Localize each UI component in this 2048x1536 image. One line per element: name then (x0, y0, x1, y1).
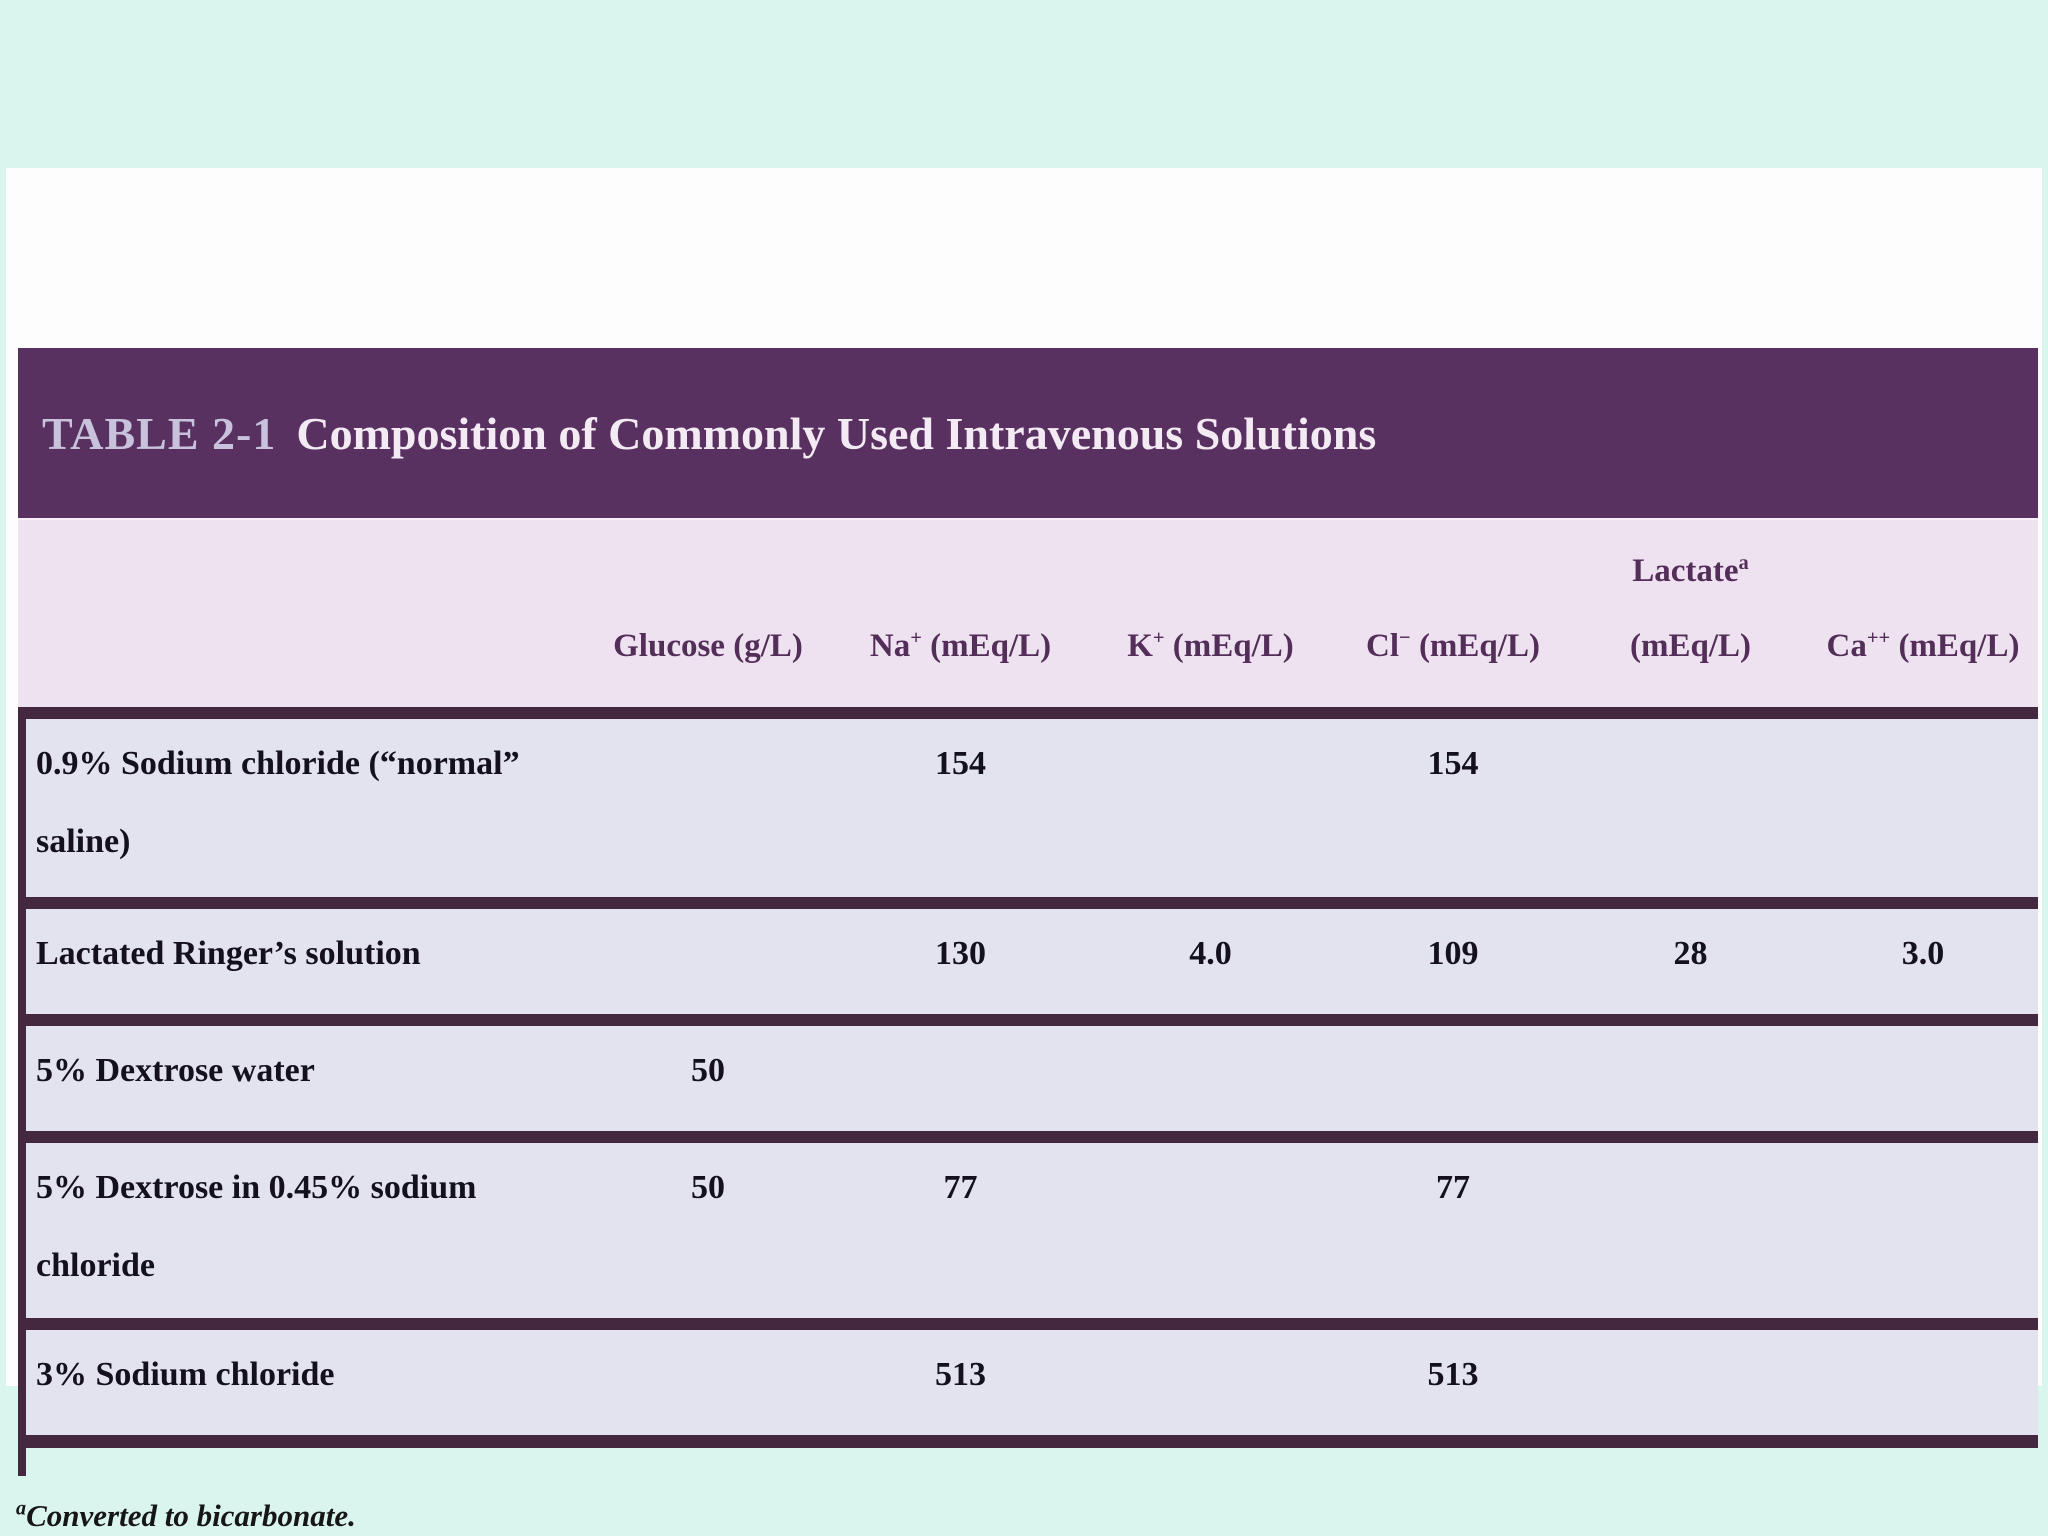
col-header-potassium-sup: + (1152, 627, 1165, 649)
table-row-normal-saline: 0.9% Sodium chloride (“normal” saline) 1… (18, 707, 2038, 903)
row-label-line1: 0.9% Sodium chloride (“normal” (36, 745, 520, 782)
cell-chloride: 154 (1333, 707, 1573, 903)
col-header-potassium-unit: (mEq/L) (1164, 628, 1294, 664)
col-header-lactate: Lactatea (mEq/L) (1573, 520, 1808, 713)
cell-chloride: 109 (1333, 897, 1573, 1020)
row-label: 5% Dextrose water (18, 1014, 583, 1137)
col-header-potassium-label: K (1127, 628, 1153, 664)
cell-lactate (1573, 1131, 1808, 1324)
table-row-hypertonic-saline: 3% Sodium chloride 513 513 (18, 1318, 2038, 1448)
table-number: TABLE 2-1 (42, 407, 277, 459)
table-body: 0.9% Sodium chloride (“normal” saline) 1… (18, 707, 2038, 1448)
table-title: Composition of Commonly Used Intravenous… (296, 407, 1377, 459)
cell-potassium (1088, 1014, 1333, 1137)
col-header-calcium-unit: (mEq/L) (1890, 628, 2020, 664)
footnote-text: Converted to bicarbonate. (26, 1498, 356, 1533)
cell-potassium (1088, 1131, 1333, 1324)
row-label-line1: 5% Dextrose water (36, 1052, 315, 1089)
cell-glucose: 50 (583, 1131, 833, 1324)
cell-sodium (833, 1014, 1088, 1137)
cell-glucose: 50 (583, 1014, 833, 1137)
row-label-line2: chloride (36, 1247, 155, 1284)
header-row: Glucose (g/L) Na+ (mEq/L) K+ (mEq/L) Cl−… (18, 520, 2038, 713)
col-header-sodium-sup: + (910, 627, 922, 649)
row-label-line1: Lactated Ringer’s solution (36, 935, 421, 972)
cell-glucose (583, 1318, 833, 1448)
col-header-lactate-line1: Lactatea (1574, 553, 1807, 590)
cell-lactate: 28 (1573, 897, 1808, 1020)
cell-calcium (1808, 1014, 2038, 1137)
col-header-calcium-sup: ++ (1866, 627, 1891, 649)
row-label-line2: saline) (36, 823, 131, 860)
cell-glucose (583, 897, 833, 1020)
col-header-chloride-unit: (mEq/L) (1410, 628, 1540, 664)
table-row-dextrose-half-saline: 5% Dextrose in 0.45% sodium chloride 50 … (18, 1131, 2038, 1324)
table-footnote: aConverted to bicarbonate. (16, 1498, 356, 1534)
cell-potassium (1088, 1318, 1333, 1448)
cell-sodium: 77 (833, 1131, 1088, 1324)
cell-calcium (1808, 707, 2038, 903)
col-header-chloride-label: Cl (1366, 628, 1400, 664)
row-label: 0.9% Sodium chloride (“normal” saline) (18, 707, 583, 903)
col-header-lactate-label: Lactate (1632, 553, 1739, 589)
table-left-border (18, 713, 26, 1476)
cell-glucose (583, 707, 833, 903)
table-header: Glucose (g/L) Na+ (mEq/L) K+ (mEq/L) Cl−… (18, 520, 2038, 713)
cell-lactate (1573, 707, 1808, 903)
col-header-potassium: K+ (mEq/L) (1088, 520, 1333, 713)
cell-sodium: 513 (833, 1318, 1088, 1448)
cell-potassium (1088, 707, 1333, 903)
col-header-calcium-label: Ca (1826, 628, 1867, 664)
row-label-line1: 3% Sodium chloride (36, 1356, 335, 1393)
table-row-lactated-ringers: Lactated Ringer’s solution 130 4.0 109 2… (18, 897, 2038, 1020)
cell-calcium (1808, 1131, 2038, 1324)
cell-potassium: 4.0 (1088, 897, 1333, 1020)
cell-chloride (1333, 1014, 1573, 1137)
col-header-glucose: Glucose (g/L) (583, 520, 833, 713)
cell-chloride: 513 (1333, 1318, 1573, 1448)
col-header-sodium-label: Na (869, 628, 911, 664)
data-table: Glucose (g/L) Na+ (mEq/L) K+ (mEq/L) Cl−… (18, 520, 2038, 1448)
col-header-sodium-unit: (mEq/L) (921, 628, 1052, 664)
row-label-line1: 5% Dextrose in 0.45% sodium (36, 1169, 477, 1206)
col-header-chloride-sup: − (1399, 627, 1411, 649)
row-label: 5% Dextrose in 0.45% sodium chloride (18, 1131, 583, 1324)
iv-solutions-table: TABLE 2-1 Composition of Commonly Used I… (18, 348, 2038, 1476)
cell-chloride: 77 (1333, 1131, 1573, 1324)
col-header-substance (18, 520, 583, 713)
cell-calcium (1808, 1318, 2038, 1448)
cell-sodium: 130 (833, 897, 1088, 1020)
col-header-sodium: Na+ (mEq/L) (833, 520, 1088, 713)
cell-lactate (1573, 1014, 1808, 1137)
table-title-bar: TABLE 2-1 Composition of Commonly Used I… (18, 348, 2038, 520)
footnote-marker: a (16, 1497, 27, 1520)
table-row-dextrose-water: 5% Dextrose water 50 (18, 1014, 2038, 1137)
cell-calcium: 3.0 (1808, 897, 2038, 1020)
cell-lactate (1573, 1318, 1808, 1448)
col-header-glucose-label: Glucose (g/L) (613, 628, 803, 664)
row-label: Lactated Ringer’s solution (18, 897, 583, 1020)
row-label: 3% Sodium chloride (18, 1318, 583, 1448)
col-header-lactate-unit: (mEq/L) (1629, 628, 1751, 664)
col-header-chloride: Cl− (mEq/L) (1333, 520, 1573, 713)
col-header-lactate-footnote-marker: a (1738, 552, 1749, 574)
col-header-calcium: Ca++ (mEq/L) (1808, 520, 2038, 713)
cell-sodium: 154 (833, 707, 1088, 903)
content-panel: TABLE 2-1 Composition of Commonly Used I… (6, 168, 2042, 1533)
